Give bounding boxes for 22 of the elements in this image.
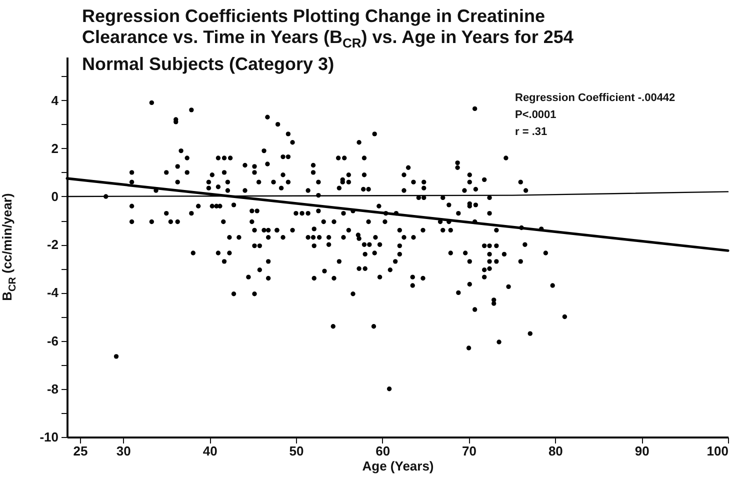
chart-title: Regression Coefficients Plotting Change in Creatinine Clearance vs. Time in Years (B$_{CR}$) vs. Age in Years for 254 Normal Subjects (Category 3)	[82, 6, 574, 74]
x-tick-label: 50	[289, 444, 304, 458]
y-tick-label: -4	[46, 285, 60, 300]
x-axis-title: Age (Years)	[362, 458, 434, 474]
x-tick-label: 90	[634, 444, 650, 458]
x-tick-label: 30	[116, 444, 131, 458]
y-tick-label: -2	[46, 237, 58, 252]
y-tick-label: 4	[51, 92, 60, 108]
x-tick-label: 80	[548, 444, 563, 458]
y-tick-label: 2	[51, 140, 58, 156]
x-tick-label: 60	[376, 444, 390, 458]
y-tick-label: -6	[46, 333, 58, 348]
x-tick-label: 100	[706, 444, 728, 458]
annotation: P<.0001	[515, 108, 558, 123]
y-tick-label: -10	[40, 430, 58, 444]
x-tick-label: 40	[202, 444, 218, 458]
x-tick-label: 25	[73, 444, 88, 458]
y-tick-label: 0	[51, 188, 58, 204]
x-tick-label: 70	[462, 444, 477, 458]
annotation: r = .31	[515, 125, 548, 140]
annotation: Regression Coefficient -.00442	[515, 91, 676, 106]
y-tick-label: -8	[46, 381, 58, 396]
